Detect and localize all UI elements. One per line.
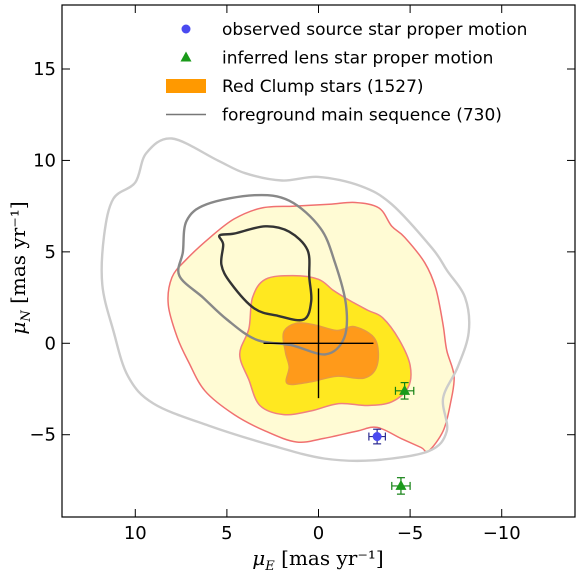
- main-sequence-contour-level-2: [177, 193, 349, 356]
- red-clump-contours: [167, 201, 455, 453]
- legend-lens-marker: [180, 51, 192, 62]
- main-sequence-contour-level-1: [100, 137, 471, 463]
- y-tick-label: 15: [33, 59, 56, 80]
- origin-cross: [263, 288, 374, 399]
- lens-star-point: [395, 479, 407, 490]
- source-star-point: [372, 432, 382, 442]
- x-tick-label: 0: [313, 523, 324, 544]
- y-tick-label: 0: [45, 333, 56, 354]
- legend-label: observed source star proper motion: [222, 20, 527, 40]
- legend: observed source star proper motion inferr…: [166, 20, 527, 126]
- legend-label: foreground main sequence (730): [222, 106, 502, 126]
- main-sequence-contour-level-3: [217, 225, 313, 322]
- x-tick-label: −10: [483, 523, 521, 544]
- main-sequence-contours: [100, 137, 471, 463]
- x-tick-label: −5: [397, 523, 424, 544]
- y-tick-label: 10: [33, 150, 56, 171]
- y-tick-label: 5: [45, 242, 56, 263]
- legend-source-marker: [181, 24, 191, 34]
- x-tick-label: 10: [124, 523, 147, 544]
- y-tick-label: −5: [29, 425, 56, 446]
- data-points: [368, 382, 415, 495]
- y-axis-label: μN [mas yr⁻¹]: [6, 201, 34, 334]
- axis-ticks: 10 5 0 −5 −10 15 10 5 0 −5: [29, 5, 575, 544]
- lens-star-point: [399, 384, 411, 395]
- axis-labels: μE [mas yr⁻¹] μN [mas yr⁻¹]: [6, 201, 384, 574]
- legend-red-clump-patch: [166, 79, 206, 93]
- legend-label: Red Clump stars (1527): [222, 77, 424, 97]
- x-tick-label: 5: [221, 523, 232, 544]
- legend-label: inferred lens star proper motion: [222, 49, 493, 69]
- x-axis-label: μE [mas yr⁻¹]: [252, 546, 383, 574]
